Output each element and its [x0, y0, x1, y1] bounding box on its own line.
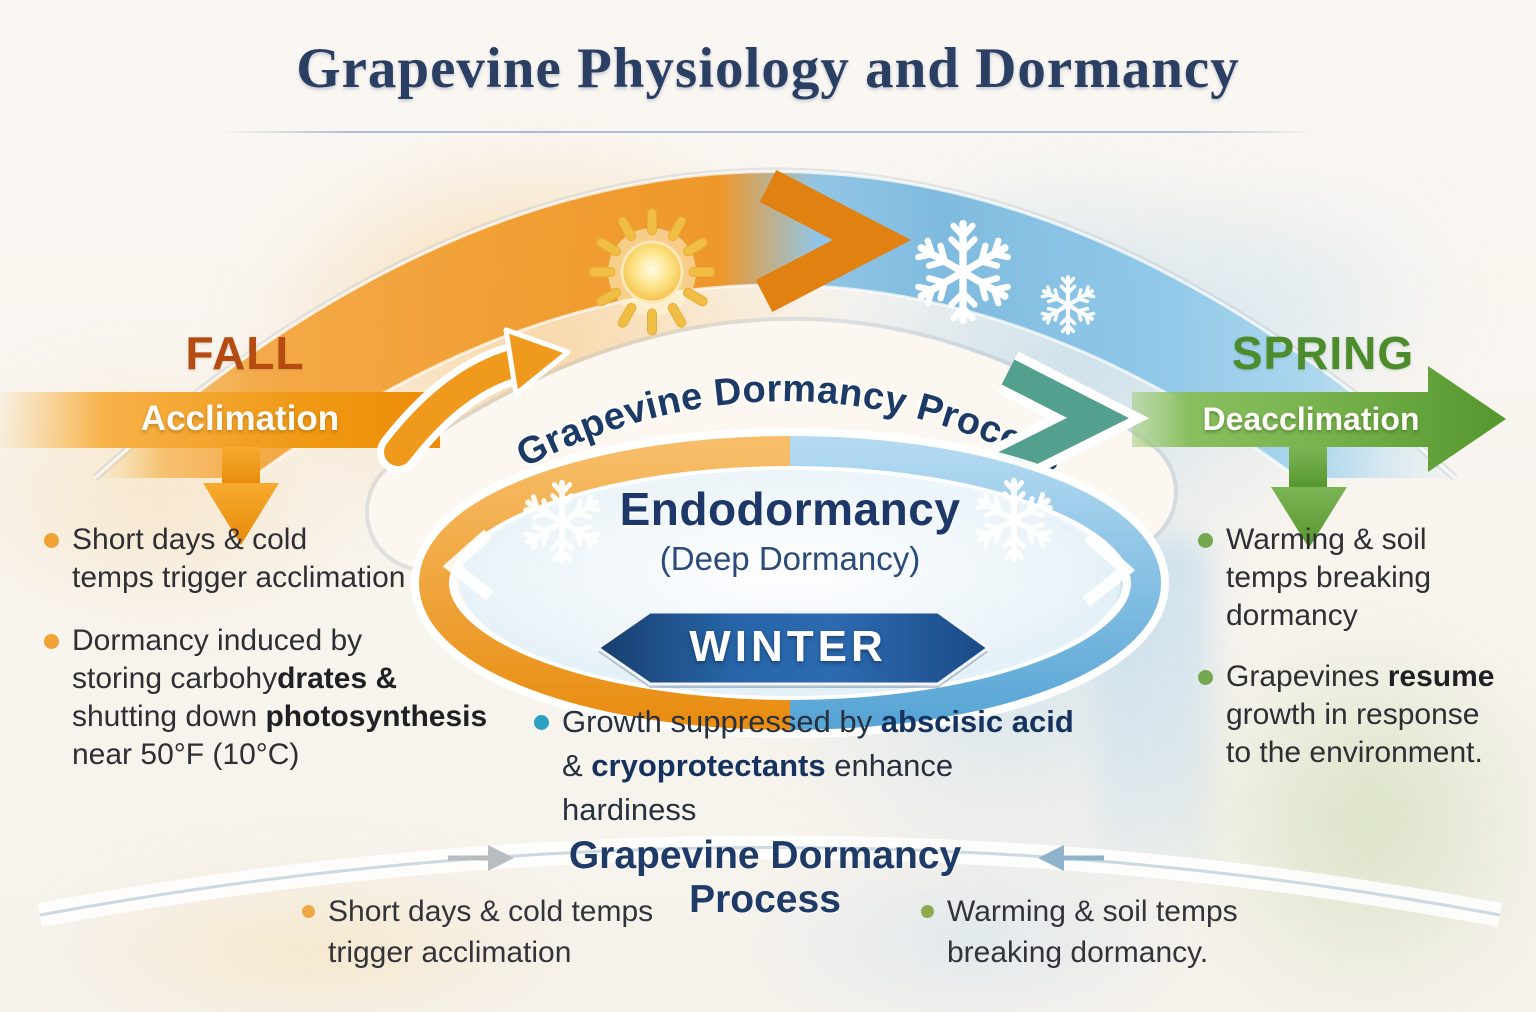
acclimation-label: Acclimation — [140, 399, 340, 438]
text-segment-bold: resume — [1387, 660, 1495, 693]
winter-bullet: Growth suppressed by abscisic acid & cry… — [534, 700, 1094, 832]
fall-bullet-1: Short days & cold temps trigger acclimat… — [44, 521, 474, 597]
right-arrow-icon — [448, 845, 514, 871]
arch-chevron-icon — [755, 170, 912, 312]
bullet-line: & cryoprotectants enhance hardiness — [562, 744, 1094, 832]
bullet-line: growth in response — [1226, 698, 1480, 731]
bullet-line: breaking dormancy. — [947, 936, 1209, 969]
bullet-dot — [44, 634, 59, 649]
bullet-line: Grapevines resume — [1226, 658, 1494, 696]
process-end-arrow-icon — [991, 351, 1149, 487]
bullet-text: Warming & soil temps breaking dormancy. — [947, 891, 1238, 973]
bullet-line: Warming & soil temps — [947, 895, 1238, 928]
text-segment-bold: drates & — [277, 662, 398, 695]
text-segment: shutting down — [72, 700, 266, 733]
bullet-dot — [1198, 533, 1213, 548]
deacclimation-label: Deacclimation — [1202, 400, 1420, 437]
bullet-line: dormancy — [1226, 599, 1358, 632]
fall-season-label: FALL — [185, 327, 305, 379]
winter-banner-label: WINTER — [689, 622, 887, 671]
acclimation-band — [0, 392, 440, 448]
bullet-line: temps breaking — [1226, 561, 1432, 594]
bullet-dot — [44, 533, 59, 548]
bullet-line: Dormancy induced by — [72, 624, 363, 657]
bullet-text: Short days & cold temps trigger acclimat… — [72, 521, 405, 597]
bottom-arc — [37, 835, 1503, 927]
deacclimation-band — [1132, 366, 1506, 472]
bullet-text: Growth suppressed by abscisic acid & cry… — [562, 700, 1094, 832]
spring-bullet-2: Grapevines resume growth in response to … — [1198, 658, 1536, 772]
text-segment: Grapevines — [1226, 660, 1388, 693]
season-arch — [92, 167, 1458, 481]
bottom-heading: Grapevine Dormancy Process — [568, 834, 962, 921]
bullet-line: Short days & cold — [72, 523, 308, 556]
text-segment-bold: abscisic acid — [880, 704, 1074, 739]
fall-bullet-2: Dormancy induced by storing carbohydrate… — [44, 622, 504, 774]
bullet-line: to the environment. — [1226, 736, 1483, 769]
text-segment: & — [562, 748, 592, 783]
bullet-text: Warming & soil temps breaking dormancy — [1226, 521, 1431, 635]
bullet-line: near 50°F (10°C) — [72, 738, 300, 771]
text-segment-bold: photosynthesis — [265, 700, 488, 733]
bullet-line: temps trigger acclimation — [72, 561, 406, 594]
ring-chevron-icon — [442, 529, 494, 601]
bullet-line: storing carbohydrates & — [72, 660, 487, 698]
bullet-line: trigger acclimation — [328, 936, 572, 969]
bullet-text: Dormancy induced by storing carbohydrate… — [72, 622, 487, 774]
bullet-line: Short days & cold temps — [328, 895, 654, 928]
dormancy-stage-block: Endodormancy (Deep Dormancy) — [540, 482, 1040, 578]
bullet-text: Grapevines resume growth in response to … — [1226, 658, 1494, 772]
winter-banner — [595, 610, 991, 688]
page-title: Grapevine Physiology and Dormancy — [296, 37, 1240, 100]
bullet-text: Short days & cold temps trigger acclimat… — [328, 891, 653, 973]
ring-chevron-icon — [1082, 531, 1136, 607]
bottom-right-bullet: Warming & soil temps breaking dormancy. — [921, 891, 1321, 973]
sun-icon — [588, 208, 716, 336]
process-start-arrow-icon — [377, 327, 571, 473]
bullet-dot — [921, 905, 934, 918]
down-arrow-icon — [203, 447, 279, 545]
stage-name: Endodormancy — [619, 483, 961, 535]
dormancy-cycle-ring — [411, 428, 1169, 738]
stage-subtitle: (Deep Dormancy) — [659, 540, 921, 577]
bullet-line: Warming & soil — [1226, 523, 1427, 556]
text-segment: storing carbohy — [72, 662, 278, 695]
spring-season-label: SPRING — [1231, 327, 1415, 379]
bullet-dot — [1198, 670, 1213, 685]
title-divider — [222, 131, 1314, 133]
text-segment: Growth suppressed by — [562, 704, 881, 739]
bullet-line: shutting down photosynthesis — [72, 698, 487, 736]
text-segment: enhance hardiness — [562, 748, 954, 827]
down-arrow-icon — [1271, 447, 1347, 548]
bullet-dot — [534, 715, 549, 730]
bottom-left-bullet: Short days & cold temps trigger acclimat… — [302, 891, 702, 973]
spring-bullet-1: Warming & soil temps breaking dormancy — [1198, 521, 1528, 635]
left-arrow-icon — [1038, 845, 1104, 871]
bullet-dot — [302, 905, 315, 918]
bullet-line: Growth suppressed by abscisic acid — [562, 700, 1094, 744]
text-segment-bold: cryoprotectants — [591, 748, 826, 783]
